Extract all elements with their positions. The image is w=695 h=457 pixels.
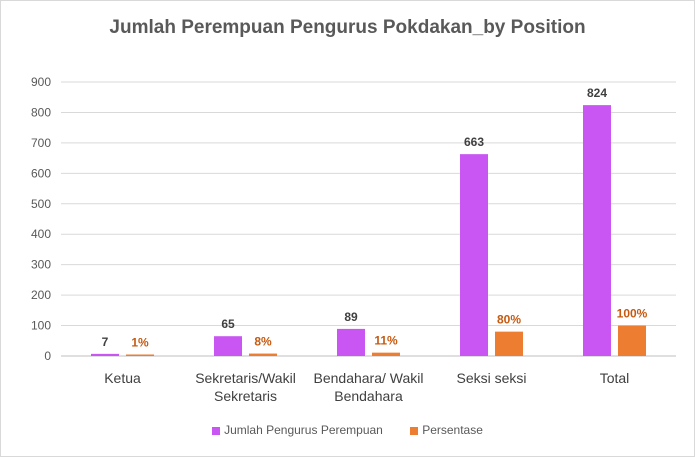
y-tick-label: 100 (31, 319, 51, 333)
data-label-jumlah: 89 (344, 310, 358, 324)
bar-persentase (126, 354, 154, 356)
y-tick-label: 300 (31, 258, 51, 272)
bar-persentase (495, 331, 523, 356)
bar-persentase (372, 352, 400, 356)
x-tick-label: Seksi seksi (456, 370, 526, 386)
legend-swatch-persentase (410, 426, 419, 435)
x-tick-label: Ketua (104, 370, 141, 386)
bar-persentase (249, 353, 277, 356)
data-label-jumlah: 7 (102, 335, 109, 349)
bar-persentase (618, 325, 646, 356)
legend-label-persentase: Persentase (422, 423, 483, 437)
legend-label-jumlah: Jumlah Pengurus Perempuan (224, 423, 383, 437)
chart-legend: Jumlah Pengurus Perempuan Persentase (1, 423, 694, 437)
data-label-persentase: 8% (254, 335, 272, 349)
data-label-jumlah: 824 (587, 86, 607, 100)
data-label-persentase: 80% (497, 313, 521, 327)
x-tick-label: Total (600, 370, 630, 386)
data-label-persentase: 1% (131, 336, 149, 350)
x-tick-label: Bendahara/ Wakil Bendahara (314, 370, 424, 404)
y-tick-label: 0 (44, 349, 51, 363)
bar-jumlah (583, 105, 611, 356)
legend-swatch-jumlah (212, 426, 221, 435)
y-tick-label: 400 (31, 227, 51, 241)
legend-item-persentase: Persentase (410, 423, 483, 437)
y-tick-label: 600 (31, 166, 51, 180)
y-tick-label: 700 (31, 136, 51, 150)
data-label-jumlah: 663 (464, 135, 484, 149)
bar-jumlah (91, 353, 119, 356)
legend-item-jumlah: Jumlah Pengurus Perempuan (212, 423, 383, 437)
y-tick-label: 900 (31, 75, 51, 89)
data-label-jumlah: 65 (221, 317, 235, 331)
x-tick-label: Sekretaris/Wakil Sekretaris (195, 370, 296, 404)
bar-jumlah (214, 336, 242, 356)
chart-title: Jumlah Perempuan Pengurus Pokdakan_by Po… (109, 17, 586, 38)
y-tick-label: 500 (31, 197, 51, 211)
bar-jumlah (460, 154, 488, 356)
y-tick-label: 800 (31, 105, 51, 119)
data-label-persentase: 100% (617, 307, 648, 321)
data-label-persentase: 11% (374, 334, 398, 348)
bar-jumlah (337, 328, 365, 356)
y-tick-label: 200 (31, 288, 51, 302)
